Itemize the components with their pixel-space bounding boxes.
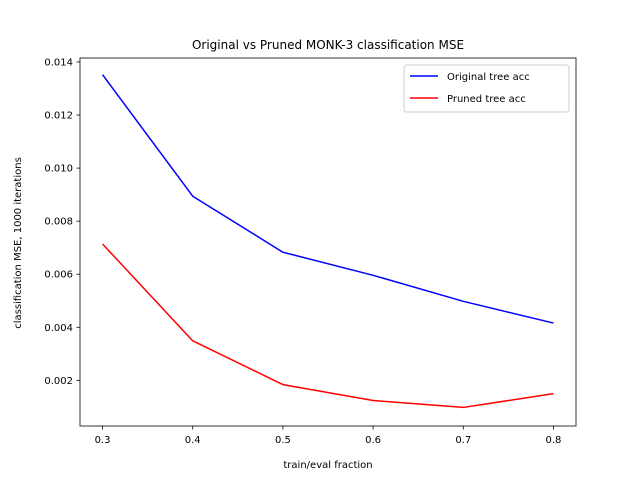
x-tick-label: 0.8 — [546, 435, 562, 446]
x-tick-label: 0.3 — [95, 435, 111, 446]
x-tick-label: 0.7 — [455, 435, 471, 446]
y-tick-label: 0.006 — [44, 270, 73, 281]
series-line-2 — [102, 243, 554, 409]
x-tick-label: 0.6 — [365, 435, 381, 446]
legend-label-2: Pruned tree acc — [447, 94, 526, 105]
axes-frame — [79, 57, 577, 427]
legend: Original tree acc Pruned tree acc — [403, 64, 570, 113]
y-tick-label: 0.010 — [44, 164, 73, 175]
y-tick-label: 0.014 — [44, 57, 73, 68]
y-axis-label: classification MSE, 1000 iterations — [13, 157, 24, 329]
y-tick-label: 0.004 — [44, 323, 73, 334]
x-tick-label: 0.4 — [185, 435, 201, 446]
legend-box — [403, 64, 570, 113]
y-tick-label: 0.002 — [44, 376, 73, 387]
legend-label-1: Original tree acc — [447, 72, 530, 83]
chart-title: Original vs Pruned MONK-3 classification… — [192, 38, 464, 52]
x-axis-label: train/eval fraction — [283, 460, 372, 471]
series-line-1 — [101, 74, 554, 324]
y-tick-label: 0.012 — [44, 111, 73, 122]
y-tick-label: 0.008 — [44, 217, 73, 228]
plot-area: 0.3 0.4 0.5 0.6 0.7 0.8 0.002 0.004 0.006 0.008 0.… — [44, 57, 577, 446]
x-tick-label: 0.5 — [275, 435, 291, 446]
